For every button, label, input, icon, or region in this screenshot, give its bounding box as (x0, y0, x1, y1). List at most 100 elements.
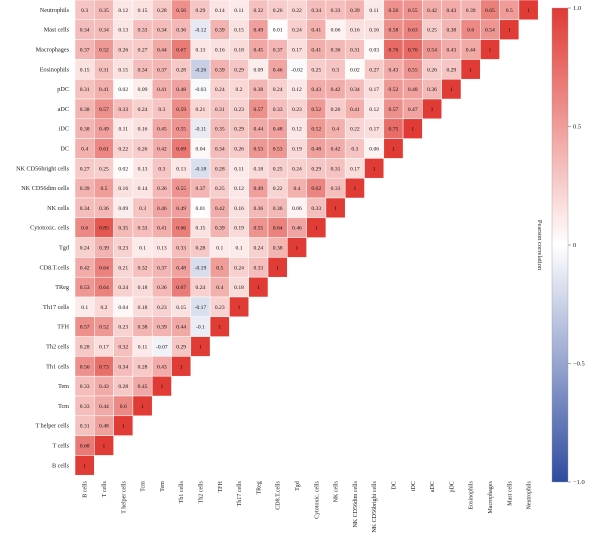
cell-value: 0.12 (234, 186, 244, 192)
cell-value: 1 (238, 305, 241, 311)
cell-value: 0.24 (292, 166, 302, 172)
cell-value: 0.16 (215, 48, 225, 54)
cell-value: 0.36 (427, 87, 437, 93)
cell-value: 1 (257, 285, 260, 291)
heatmap-cell (74, 455, 95, 476)
cell-value: 0.33 (331, 8, 341, 14)
cell-value: 0.16 (234, 206, 244, 212)
cell-value: -0.12 (195, 28, 207, 34)
cell-value: 0.35 (99, 8, 109, 14)
row-label: Cytotoxic. cells (30, 225, 69, 232)
cell-value: 0.36 (253, 206, 263, 212)
cell-value: 0.12 (369, 107, 379, 113)
cell-value: 0.23 (234, 107, 244, 113)
cell-value: 0.06 (369, 147, 379, 153)
cell-value: 0.42 (157, 147, 167, 153)
cell-value: 0.44 (157, 48, 167, 54)
cell-value: 0.13 (157, 246, 167, 252)
cell-value: 0.64 (273, 226, 283, 232)
cell-value: 0.09 (253, 67, 263, 73)
cell-value: 0.43 (157, 364, 167, 370)
cell-value: 0.35 (215, 127, 225, 133)
cell-value: 0.26 (427, 67, 437, 73)
heatmap-cell (518, 0, 539, 21)
cell-value: 0.38 (80, 127, 90, 133)
cell-value: 0.24 (234, 265, 244, 271)
column-label: Th1 cells (179, 481, 185, 504)
cell-value: 0.26 (138, 147, 148, 153)
cell-value: 0.23 (118, 246, 128, 252)
cell-value: 0.45 (138, 384, 148, 390)
cell-value: 1 (334, 206, 337, 212)
cell-value: 0.09 (118, 206, 128, 212)
cell-value: 0.42 (427, 8, 437, 14)
cell-value: 0.24 (253, 246, 263, 252)
cell-value: 0.17 (369, 127, 379, 133)
cell-value: 0.04 (196, 147, 206, 153)
cell-value: 0.56 (389, 8, 399, 14)
column-label: Th2 cells (198, 481, 204, 504)
cell-value: -0.18 (195, 166, 207, 172)
row-label: pDC (57, 86, 69, 93)
cell-value: 0.48 (273, 127, 283, 133)
cell-value: 0.34 (350, 87, 360, 93)
cell-value: 0.43 (311, 87, 321, 93)
column-label: iDC (411, 481, 417, 491)
cell-value: 0.11 (234, 166, 244, 172)
heatmap-cell (499, 19, 520, 40)
colorbar-title: Pearson correlation (536, 220, 543, 271)
row-label: CD8.T.cells (40, 264, 70, 271)
cell-value: 0.2 (100, 305, 107, 311)
colorbar-tick-label: 0 (573, 242, 576, 249)
cell-value: 0.39 (215, 67, 225, 73)
cell-value: 0.39 (215, 28, 225, 34)
cell-value: 0.13 (196, 48, 206, 54)
cell-value: 0.55 (408, 8, 418, 14)
cell-value: 0.52 (311, 107, 321, 113)
row-label: TReg (55, 284, 69, 291)
heatmap-cell (94, 435, 114, 456)
cell-value: 1 (160, 384, 163, 390)
cell-value: 0.11 (234, 8, 244, 14)
cell-value: 0.24 (118, 285, 128, 291)
cell-value: 0.43 (446, 8, 456, 14)
cell-value: 0.5 (506, 8, 513, 14)
cell-value: 0.28 (118, 384, 128, 390)
heatmap-cell (190, 336, 211, 357)
cell-value: 0.03 (369, 48, 379, 54)
cell-value: 0.33 (80, 404, 90, 410)
cell-value: 0.39 (157, 325, 167, 331)
heatmap-cell (306, 217, 327, 238)
cell-value: 0.39 (80, 186, 90, 192)
cell-value: 0.3 (332, 67, 339, 73)
cell-value: 0.27 (80, 166, 90, 172)
cell-value: 0.1 (139, 246, 146, 252)
cell-value: 0.22 (273, 186, 283, 192)
cell-value: 0.32 (118, 345, 128, 351)
cell-value: 0.6 (81, 226, 88, 232)
cell-value: 0.3 (81, 8, 88, 14)
cell-value: -0.03 (195, 87, 207, 93)
cell-value: 0.29 (311, 166, 321, 172)
cell-value: 1 (469, 67, 472, 73)
cell-value: -0.19 (195, 265, 207, 271)
cell-value: 0.25 (99, 166, 109, 172)
cell-value: 0.41 (311, 28, 321, 34)
column-label: T cells (102, 481, 108, 498)
cell-value: 0.54 (485, 28, 495, 34)
cell-value: 0.01 (273, 28, 283, 34)
cell-value: 0.35 (118, 226, 128, 232)
heatmap-cell (151, 375, 172, 397)
cell-value: 0.31 (331, 166, 341, 172)
column-label: Macrophages (488, 481, 494, 514)
cell-value: 0.18 (253, 166, 263, 172)
cell-value: 0.38 (138, 325, 148, 331)
cell-value: 0.55 (253, 226, 263, 232)
cell-value: 0.04 (118, 305, 128, 311)
cell-value: 0.28 (157, 8, 167, 14)
cell-value: 0.14 (215, 8, 225, 14)
cell-value: 0.36 (157, 186, 167, 192)
cell-value: 0.43 (389, 67, 399, 73)
cell-value: 0.57 (80, 325, 90, 331)
cell-value: 0.62 (311, 186, 321, 192)
